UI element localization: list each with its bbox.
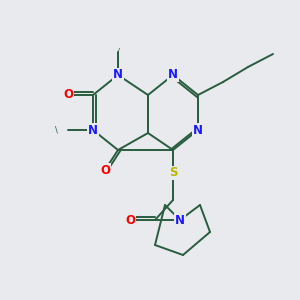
Text: S: S xyxy=(169,167,177,179)
Text: O: O xyxy=(100,164,110,176)
Text: O: O xyxy=(63,88,73,101)
Text: N: N xyxy=(193,124,203,136)
Text: O: O xyxy=(125,214,135,226)
Text: N: N xyxy=(113,68,123,82)
Text: /: / xyxy=(117,47,119,56)
Text: N: N xyxy=(175,214,185,226)
Text: N: N xyxy=(168,68,178,82)
Text: \: \ xyxy=(55,125,57,134)
Text: N: N xyxy=(88,124,98,136)
